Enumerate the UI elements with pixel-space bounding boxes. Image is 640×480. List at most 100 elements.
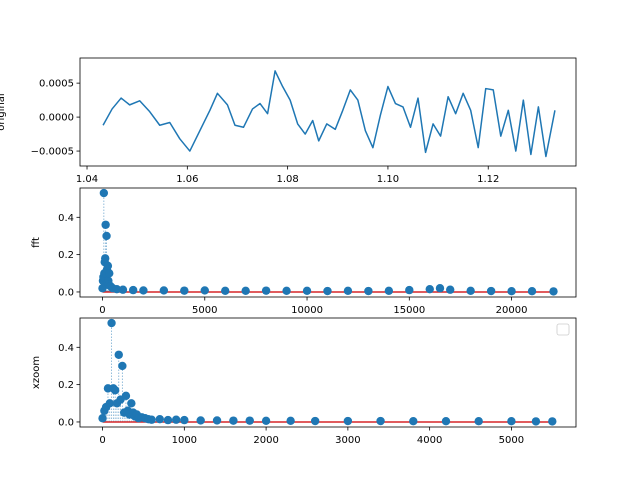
- x-tick-label: 5000: [499, 435, 524, 446]
- data-point: [128, 285, 138, 295]
- x-tick-label: 1.12: [477, 174, 499, 185]
- data-point: [98, 414, 107, 423]
- data-point: [100, 254, 110, 263]
- data-point: [241, 286, 250, 296]
- data-point: [486, 286, 496, 296]
- data-point: [110, 386, 120, 395]
- data-point: [343, 286, 353, 296]
- y-axis-label: xzoom: [31, 356, 42, 389]
- data-point: [302, 286, 312, 296]
- y-tick-label: 0.4: [58, 213, 74, 224]
- x-tick-label: 4000: [417, 435, 442, 446]
- data-point: [531, 417, 541, 426]
- x-tick-label: 1.04: [76, 174, 98, 185]
- data-point: [446, 285, 455, 294]
- subplot-xzoom: 0 1000 2000 3000 4000 5000 0.0 0.2 0.4 xzoom: [31, 317, 577, 446]
- data-point: [343, 416, 353, 426]
- data-point: [549, 287, 558, 296]
- y-tick-label: 0.0: [58, 418, 74, 429]
- y-tick-label: 0.0: [58, 288, 74, 299]
- data-point: [245, 416, 254, 425]
- data-point: [364, 286, 373, 296]
- x-tick-label: 1.10: [377, 174, 399, 185]
- data-point: [147, 415, 156, 424]
- y-axis-label: original: [0, 93, 7, 130]
- data-point: [409, 417, 418, 426]
- data-point: [286, 416, 295, 426]
- data-point: [118, 285, 128, 294]
- y-tick-label: 0.4: [58, 343, 74, 354]
- data-point: [163, 415, 173, 425]
- subplot-original: 1.04 1.06 1.08 1.10 1.12 −0.0005 0.0000 0.0005 o…: [0, 57, 577, 185]
- data-point: [441, 417, 451, 426]
- data-point: [221, 286, 230, 296]
- data-point: [114, 350, 123, 359]
- data-point: [159, 286, 169, 295]
- data-point: [474, 417, 483, 426]
- axes-frame: [79, 317, 577, 428]
- x-tick-label: 15000: [393, 305, 425, 316]
- data-point: [507, 287, 516, 296]
- data-point: [107, 318, 116, 328]
- data-point: [171, 415, 181, 424]
- data-point: [405, 285, 414, 295]
- data-point: [435, 284, 445, 293]
- y-axis-label: fft: [31, 237, 42, 248]
- data-point: [212, 416, 222, 425]
- x-tick-label: 1000: [172, 435, 197, 446]
- data-point: [155, 414, 165, 424]
- y-tick-label: 0.0000: [39, 113, 74, 124]
- data-point: [200, 286, 209, 295]
- x-tick-label: 0: [99, 435, 105, 446]
- data-point: [118, 361, 127, 371]
- data-point: [229, 416, 238, 425]
- plot-area: [98, 318, 557, 426]
- plot-area: [102, 70, 556, 158]
- plot-area: [98, 188, 558, 296]
- data-point: [310, 416, 320, 426]
- data-point: [180, 415, 189, 425]
- x-tick-label: 10000: [291, 305, 323, 316]
- data-point: [105, 399, 114, 408]
- data-point: [548, 417, 557, 426]
- data-point: [101, 220, 110, 229]
- axes-frame: [79, 187, 577, 298]
- data-point: [121, 391, 131, 401]
- data-point: [527, 287, 537, 296]
- data-point: [384, 286, 394, 296]
- y-tick-label: 0.2: [58, 380, 74, 391]
- data-point: [261, 286, 271, 295]
- data-point: [323, 286, 332, 296]
- data-point: [139, 286, 148, 295]
- data-point: [112, 284, 122, 294]
- data-point: [261, 416, 271, 426]
- data-point: [102, 231, 111, 241]
- data-point: [196, 416, 205, 425]
- data-point: [282, 286, 291, 296]
- data-point: [103, 261, 113, 271]
- y-tick-label: 0.2: [58, 250, 74, 261]
- x-tick-label: 2000: [253, 435, 278, 446]
- axes-frame: [79, 57, 577, 167]
- y-tick-label: 0.0005: [39, 79, 74, 90]
- data-point: [98, 284, 107, 293]
- x-tick-label: 1.08: [276, 174, 298, 185]
- x-tick-label: 20000: [496, 305, 528, 316]
- legend-box: [556, 323, 570, 336]
- subplot-fft: 0 5000 10000 15000 20000 0.0 0.2 0.4 fft: [31, 187, 577, 316]
- data-point: [180, 286, 189, 295]
- data-point: [507, 417, 516, 426]
- data-point: [99, 188, 109, 198]
- x-tick-label: 3000: [335, 435, 360, 446]
- data-point: [376, 416, 385, 426]
- x-tick-label: 5000: [192, 305, 217, 316]
- y-tick-label: −0.0005: [31, 147, 74, 158]
- data-point: [105, 269, 114, 278]
- data-point: [466, 286, 475, 296]
- series-line: [102, 70, 556, 158]
- x-tick-label: 0: [99, 305, 105, 316]
- data-point: [127, 399, 136, 408]
- x-tick-label: 1.06: [176, 174, 198, 185]
- data-point: [425, 284, 434, 294]
